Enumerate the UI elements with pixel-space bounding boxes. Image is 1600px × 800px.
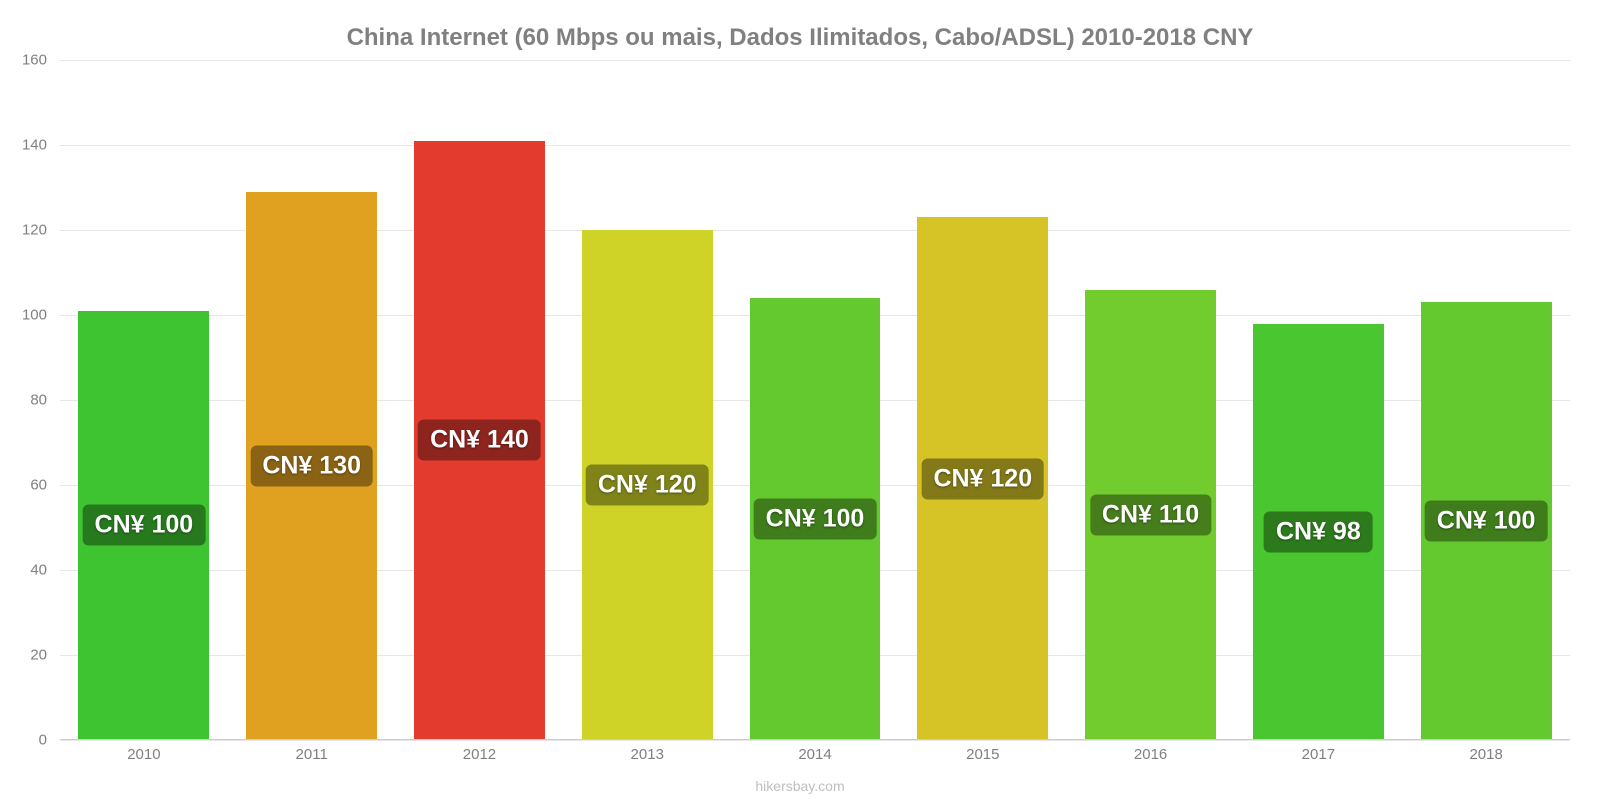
bar-slot: CN¥ 100: [60, 60, 228, 740]
bar-slot: CN¥ 98: [1234, 60, 1402, 740]
source-text: hikersbay.com: [0, 778, 1600, 794]
bar: CN¥ 110: [1085, 290, 1216, 741]
y-tick: 120: [2, 222, 47, 239]
bar-slot: CN¥ 120: [899, 60, 1067, 740]
x-tick: 2017: [1234, 746, 1402, 770]
bar-slot: CN¥ 110: [1067, 60, 1235, 740]
x-axis: 201020112012201320142015201620172018: [60, 746, 1570, 770]
x-tick: 2011: [228, 746, 396, 770]
y-axis: 020406080100120140160: [0, 60, 55, 740]
bar-value-label: CN¥ 120: [921, 458, 1044, 499]
bar-value-label: CN¥ 140: [418, 420, 541, 461]
bar-slot: CN¥ 130: [228, 60, 396, 740]
bar: CN¥ 130: [246, 192, 377, 740]
x-tick: 2010: [60, 746, 228, 770]
y-tick: 60: [2, 477, 47, 494]
chart-container: China Internet (60 Mbps ou mais, Dados I…: [0, 0, 1600, 800]
bar-value-label: CN¥ 130: [250, 445, 373, 486]
bar-value-label: CN¥ 100: [1425, 501, 1548, 542]
bars-wrap: CN¥ 100 CN¥ 130 CN¥ 140 CN¥ 120 CN¥ 100 CN¥ 1…: [60, 60, 1570, 740]
bar: CN¥ 140: [414, 141, 545, 740]
bar: CN¥ 100: [78, 311, 209, 740]
bar-slot: CN¥ 140: [396, 60, 564, 740]
bar-value-label: CN¥ 120: [586, 465, 709, 506]
y-tick: 100: [2, 307, 47, 324]
baseline: [60, 739, 1570, 740]
bar-value-label: CN¥ 100: [754, 499, 877, 540]
bar: CN¥ 100: [750, 298, 881, 740]
y-tick: 20: [2, 647, 47, 664]
x-tick: 2016: [1067, 746, 1235, 770]
bar-value-label: CN¥ 100: [83, 505, 206, 546]
bar: CN¥ 120: [917, 217, 1048, 740]
bar-slot: CN¥ 120: [563, 60, 731, 740]
plot-area: CN¥ 100 CN¥ 130 CN¥ 140 CN¥ 120 CN¥ 100 CN¥ 1…: [60, 60, 1570, 740]
x-tick: 2013: [563, 746, 731, 770]
x-tick: 2014: [731, 746, 899, 770]
bar: CN¥ 100: [1421, 302, 1552, 740]
bar: CN¥ 120: [582, 230, 713, 740]
bar-slot: CN¥ 100: [1402, 60, 1570, 740]
y-tick: 160: [2, 52, 47, 69]
bar-slot: CN¥ 100: [731, 60, 899, 740]
chart-title: China Internet (60 Mbps ou mais, Dados I…: [0, 0, 1600, 60]
x-tick: 2012: [396, 746, 564, 770]
bar-value-label: CN¥ 98: [1264, 511, 1373, 552]
y-tick: 0: [2, 732, 47, 749]
y-tick: 140: [2, 137, 47, 154]
y-tick: 40: [2, 562, 47, 579]
x-tick: 2018: [1402, 746, 1570, 770]
gridline: [60, 740, 1570, 741]
x-tick: 2015: [899, 746, 1067, 770]
y-tick: 80: [2, 392, 47, 409]
bar: CN¥ 98: [1253, 324, 1384, 741]
bar-value-label: CN¥ 110: [1090, 494, 1211, 535]
